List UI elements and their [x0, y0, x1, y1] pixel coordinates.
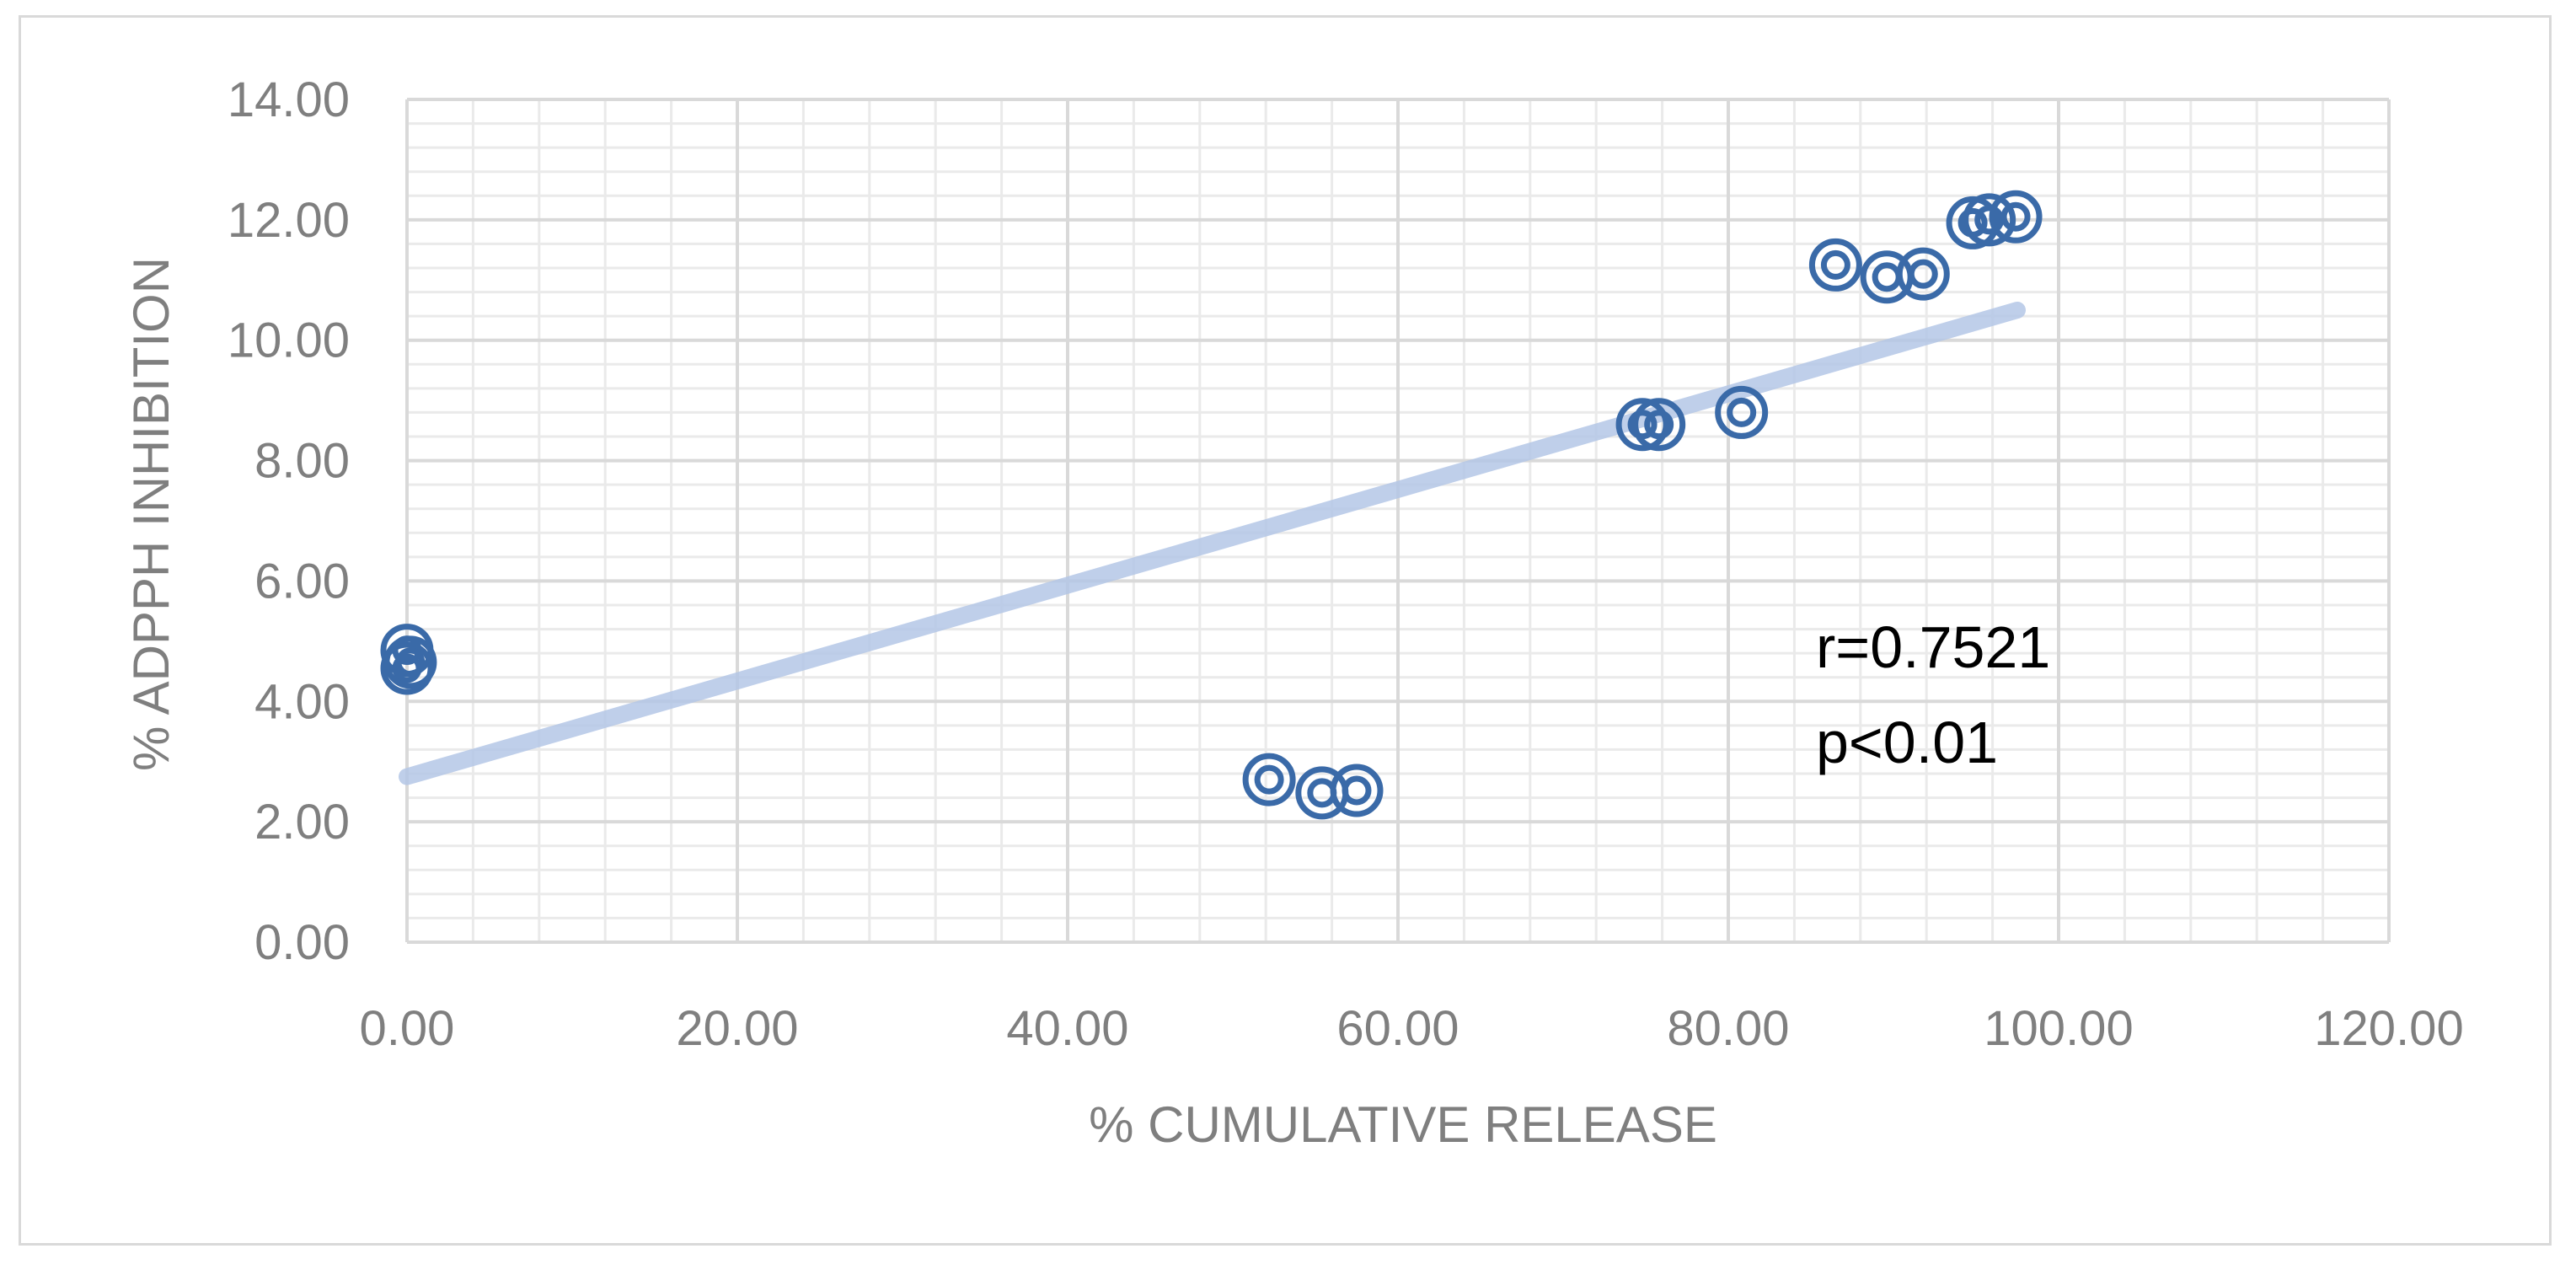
x-tick-labels: 0.00 20.00 40.00 60.00 80.00 100.00 120.00 — [360, 1001, 2464, 1056]
grid — [405, 98, 2391, 944]
trendline — [399, 302, 2026, 785]
y-tick-label: 6.00 — [254, 554, 350, 608]
points-group — [380, 190, 2043, 820]
x-axis-title: % CUMULATIVE RELEASE — [1089, 1096, 1717, 1153]
y-tick-labels: 0.00 2.00 4.00 6.00 8.00 10.00 12.00 14.00 — [228, 72, 350, 970]
y-tick-label: 0.00 — [254, 915, 350, 970]
y-tick-label: 10.00 — [228, 313, 350, 368]
data-point — [1632, 398, 1686, 452]
data-point — [1715, 385, 1769, 439]
x-tick-label: 40.00 — [1006, 1001, 1128, 1056]
data-point — [1989, 190, 2043, 244]
x-tick-label: 20.00 — [676, 1001, 798, 1056]
y-tick-label: 14.00 — [228, 72, 350, 127]
x-tick-label: 60.00 — [1336, 1001, 1459, 1056]
y-tick-label: 12.00 — [228, 193, 350, 248]
x-tick-label: 120.00 — [2314, 1001, 2463, 1056]
data-point — [1963, 193, 2016, 247]
y-tick-label: 2.00 — [254, 795, 350, 849]
y-tick-label: 8.00 — [254, 434, 350, 489]
data-point — [1242, 753, 1296, 806]
data-point — [1896, 247, 1950, 301]
annotation-p-value: p<0.01 — [1816, 710, 1998, 775]
x-tick-label: 80.00 — [1667, 1001, 1789, 1056]
trendline-group — [399, 302, 2026, 785]
data-point — [1330, 764, 1384, 817]
x-tick-label: 100.00 — [1984, 1001, 2133, 1056]
y-tick-label: 4.00 — [254, 674, 350, 729]
x-tick-label: 0.00 — [360, 1001, 455, 1056]
data-point — [1808, 238, 1862, 292]
data-point — [383, 635, 437, 689]
annotation-r-value: r=0.7521 — [1816, 614, 2050, 680]
data-point — [1615, 398, 1669, 452]
y-axis-title: % ADPPH INHIBITION — [123, 257, 179, 771]
